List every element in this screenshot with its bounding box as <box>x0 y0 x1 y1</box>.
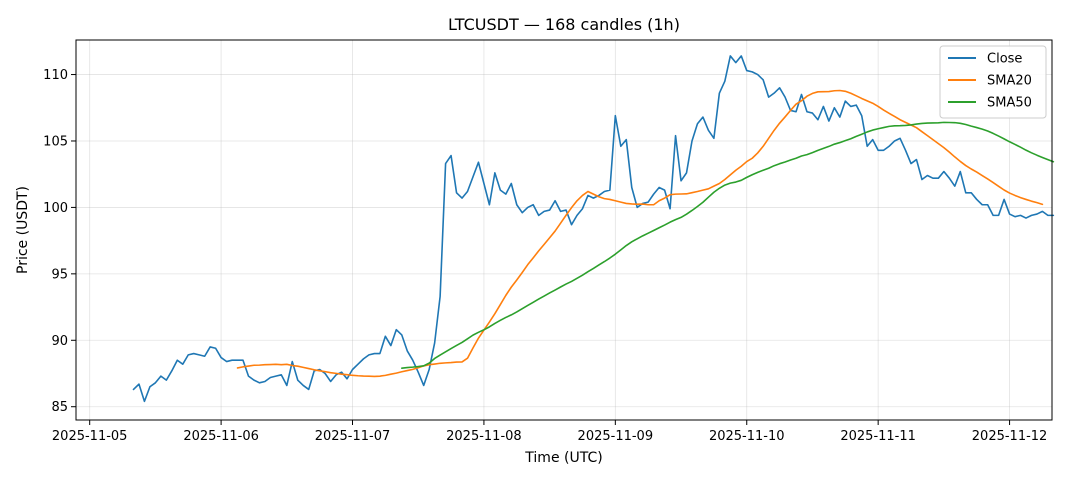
y-tick-label: 85 <box>51 400 68 415</box>
y-axis-label: Price (USDT) <box>15 186 31 274</box>
series-line-sma50 <box>400 121 1055 369</box>
chart-title: LTCUSDT — 168 candles (1h) <box>448 15 680 34</box>
legend: Close SMA20 SMA50 <box>939 45 1047 119</box>
y-tick-label: 95 <box>51 267 68 282</box>
plot-area <box>132 55 1055 403</box>
y-tick-label: 110 <box>43 68 68 83</box>
x-tick-label: 2025-11-12 <box>972 429 1048 444</box>
legend-label-sma50: SMA50 <box>987 96 1032 111</box>
y-axis: 85 90 95 100 105 110 <box>43 68 76 415</box>
grid <box>76 40 1052 420</box>
x-tick-label: 2025-11-08 <box>446 429 522 444</box>
x-tick-label: 2025-11-09 <box>578 429 654 444</box>
y-tick-label: 90 <box>51 334 68 349</box>
x-tick-label: 2025-11-11 <box>840 429 916 444</box>
legend-box <box>939 45 1047 119</box>
x-tick-label: 2025-11-10 <box>709 429 785 444</box>
x-tick-label: 2025-11-05 <box>52 429 128 444</box>
x-axis-label: Time (UTC) <box>524 450 602 466</box>
legend-label-sma20: SMA20 <box>987 74 1032 89</box>
y-tick-label: 105 <box>43 134 68 149</box>
legend-label-close: Close <box>987 52 1022 67</box>
x-axis: 2025-11-05 2025-11-06 2025-11-07 2025-11-08… <box>52 420 1047 444</box>
x-tick-label: 2025-11-06 <box>183 429 259 444</box>
y-tick-label: 100 <box>43 201 68 216</box>
x-tick-label: 2025-11-07 <box>315 429 391 444</box>
plot-frame <box>75 39 1053 421</box>
series-line-sma20 <box>236 89 1044 378</box>
series-line-close <box>132 55 1055 403</box>
